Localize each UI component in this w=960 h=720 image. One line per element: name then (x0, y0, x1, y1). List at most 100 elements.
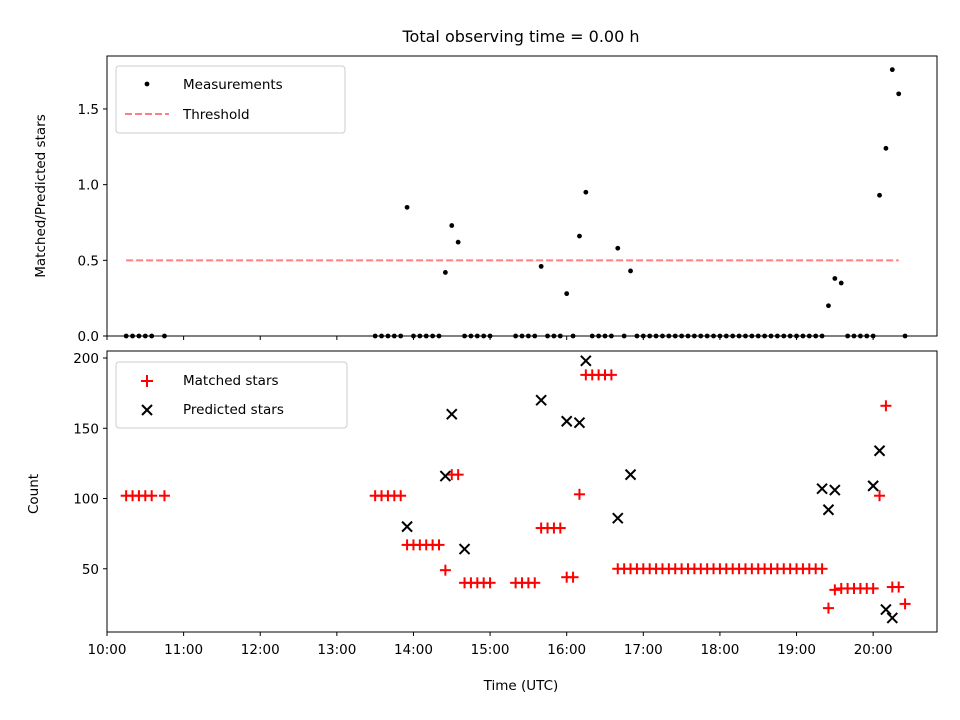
bottom-y-tick-label: 150 (73, 421, 99, 437)
measurement-point (634, 333, 640, 339)
measurement-point (704, 333, 710, 339)
measurement-point (423, 333, 429, 339)
predicted-star-point (886, 612, 899, 624)
x-tick-label: 20:00 (854, 642, 893, 658)
measurement-point (430, 333, 436, 339)
legend-measurements-marker (144, 81, 150, 87)
matched-star-point (867, 582, 879, 594)
legend-threshold-label: Threshold (182, 107, 250, 123)
measurement-point (570, 333, 576, 339)
measurement-point (404, 204, 410, 210)
legend-matched-marker (141, 375, 153, 387)
measurement-point (717, 333, 723, 339)
predicted-star-point (624, 468, 637, 481)
matched-star-point (529, 577, 541, 589)
bottom-y-axis-label: Count (26, 474, 42, 514)
measurement-point (142, 333, 148, 339)
measurement-point (647, 333, 653, 339)
matched-star-point (899, 598, 911, 610)
measurement-point (162, 333, 167, 339)
measurement-point (455, 239, 461, 245)
matched-star-point (484, 577, 496, 589)
top-y-tick-label: 1.0 (78, 178, 99, 194)
measurement-point (442, 270, 448, 275)
x-tick-label: 17:00 (624, 642, 663, 658)
x-tick-label: 10:00 (88, 642, 127, 658)
measurement-point (653, 333, 659, 339)
matched-star-point (439, 564, 451, 576)
top-data-marks (123, 67, 908, 339)
matched-star-point (452, 469, 464, 481)
bottom-legend-box (115, 361, 348, 429)
top-y-tick-label: 1.5 (78, 102, 99, 118)
legend-predicted-label: Predicted stars (183, 402, 284, 418)
measurement-point (557, 333, 563, 339)
measurement-point (819, 333, 825, 339)
bottom-legend: Matched stars Predicted stars (115, 361, 348, 429)
measurement-point (411, 333, 416, 339)
measurement-point (781, 333, 787, 339)
measurement-point (826, 303, 831, 309)
measurement-point (672, 333, 678, 339)
measurement-point (691, 333, 697, 339)
measurement-point (787, 333, 793, 339)
predicted-star-point (816, 482, 828, 495)
measurement-point (436, 333, 442, 339)
chart-title: Total observing time = 0.00 h (401, 27, 639, 46)
measurement-point (736, 333, 742, 339)
top-y-axis-label: Matched/Predicted stars (33, 114, 49, 277)
measurement-point (513, 333, 519, 339)
measurement-point (762, 333, 768, 339)
measurement-point (487, 333, 493, 339)
measurement-point (838, 280, 844, 286)
measurement-point (532, 333, 538, 339)
top-axes: Matched/Predicted stars 0.0 0.5 1.0 1.5 Mea… (33, 55, 938, 345)
bottom-y-tick-label: 100 (73, 492, 99, 508)
predicted-star-point (439, 470, 452, 482)
measurement-point (755, 333, 761, 339)
bottom-plot-frame (106, 350, 938, 633)
x-tick-label: 12:00 (241, 642, 280, 658)
measurement-point (385, 333, 391, 339)
x-tick-label: 13:00 (317, 642, 356, 658)
measurement-point (806, 333, 812, 339)
measurement-point (774, 333, 780, 339)
matched-star-point (395, 490, 407, 502)
matched-star-point (433, 539, 445, 551)
measurement-point (666, 333, 672, 339)
measurement-point (462, 333, 467, 339)
measurement-point (468, 333, 474, 339)
matched-star-point (567, 571, 579, 583)
measurement-point (902, 333, 908, 339)
measurement-point (589, 333, 595, 339)
matched-star-point (146, 490, 158, 502)
measurement-point (711, 333, 716, 339)
matched-star-point (605, 369, 617, 381)
predicted-star-point (829, 484, 841, 496)
measurement-point (813, 333, 819, 339)
measurement-point (640, 333, 646, 339)
bottom-data-marks (120, 355, 911, 624)
top-legend-box (115, 65, 346, 134)
predicted-star-point (560, 415, 573, 427)
predicted-star-point (612, 512, 624, 524)
bottom-y-tick-label: 200 (73, 351, 99, 367)
matched-star-point (880, 400, 892, 412)
x-tick-label: 15:00 (471, 642, 510, 658)
x-tick-label: 11:00 (164, 642, 203, 658)
measurement-point (123, 333, 129, 339)
measurement-point (698, 333, 704, 339)
predicted-star-point (458, 543, 471, 555)
bottom-y-ticks: 50 100 150 200 (73, 351, 107, 578)
measurement-point (481, 333, 487, 339)
bottom-y-tick-label: 50 (82, 562, 99, 578)
measurement-point (149, 333, 155, 339)
measurement-point (136, 333, 142, 339)
x-tick-label: 18:00 (700, 642, 739, 658)
legend-matched-label: Matched stars (183, 373, 279, 389)
measurement-point (723, 333, 729, 339)
top-y-ticks: 0.0 0.5 1.0 1.5 (78, 102, 107, 345)
measurement-point (608, 333, 614, 339)
